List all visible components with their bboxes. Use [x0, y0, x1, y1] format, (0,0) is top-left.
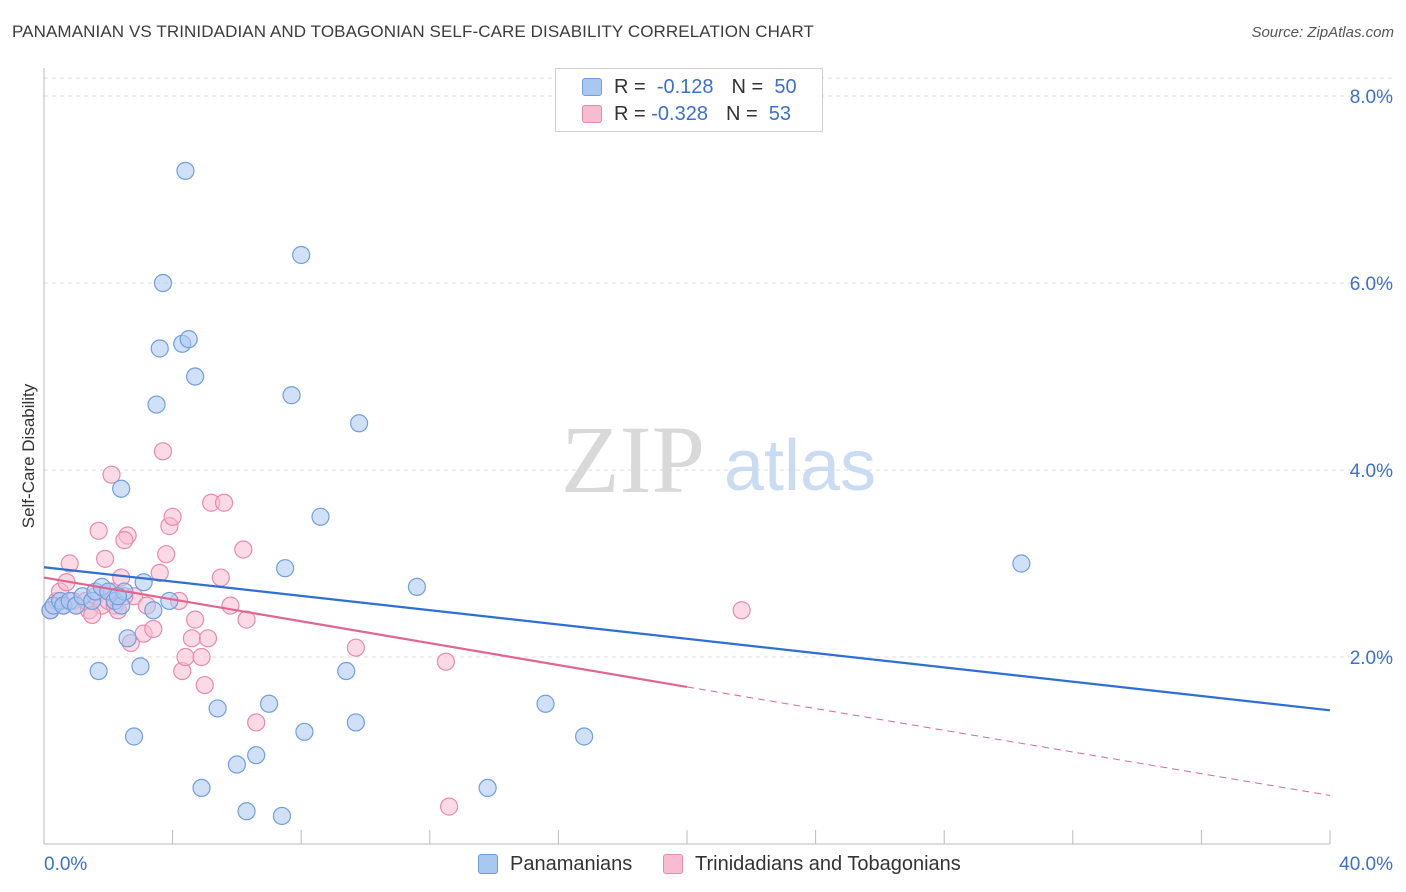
panamanian-point	[259, 694, 279, 713]
panamanian-point	[208, 699, 227, 718]
trinidadian-point	[163, 507, 182, 526]
trinidadian-point	[95, 549, 115, 568]
trinidadian-point	[153, 442, 173, 461]
trinidadian-point	[234, 540, 253, 559]
trinidadian-point	[115, 531, 134, 550]
bottom-legend-trinidadians: Trinidadians and Tobagonians	[663, 850, 961, 878]
bottom-legend-panamanians: Panamanians	[478, 850, 632, 878]
panamanian-point	[346, 713, 365, 732]
panamanian-point	[134, 573, 153, 592]
panamanian-point	[192, 778, 211, 798]
trinidadian-point	[176, 647, 195, 667]
panamanian-point	[311, 507, 330, 526]
x-tick-label-min: 0.0%	[44, 854, 87, 875]
panamanian-point	[112, 479, 131, 498]
y-tick-label: 8.0%	[1350, 87, 1393, 108]
legend-row-panamanians: R = -0.128 N = 50	[582, 74, 797, 100]
legend-row-trinidadians: R = -0.328 N = 53	[582, 101, 791, 127]
panamanian-point	[272, 806, 292, 826]
panamanian-point	[150, 339, 169, 358]
trinidadian-point	[186, 610, 205, 629]
panamanian-point	[237, 802, 256, 821]
panamanian-point	[292, 245, 311, 265]
trinidadian-point	[732, 601, 751, 620]
legend-r-label: R =	[614, 102, 646, 125]
legend-n-label: N =	[725, 102, 758, 125]
y-axis-label: Self-Care Disability	[19, 383, 38, 528]
panamanian-point	[186, 367, 205, 386]
panamanian-point	[276, 559, 295, 578]
panamanian-point	[179, 330, 198, 349]
trinidadian-point	[214, 493, 234, 512]
watermark-atlas: atlas	[724, 426, 876, 506]
trend-lines	[43, 566, 1331, 796]
trinidadian-point	[102, 465, 121, 484]
panamanian-point	[536, 694, 555, 713]
trinidadian-point	[182, 629, 201, 648]
bottom-legend-label: Trinidadians and Tobagonians	[695, 852, 961, 875]
panamanian-point	[118, 629, 137, 648]
panamanian-point	[153, 273, 173, 293]
source-label: Source: ZipAtlas.com	[1251, 24, 1394, 41]
panamanian-point	[407, 577, 427, 596]
panamanian-point	[227, 755, 246, 774]
trinidadian-point	[192, 647, 211, 667]
trinidadian-point	[247, 713, 266, 732]
trinidadian-point	[60, 554, 79, 573]
panamanian-point	[349, 414, 369, 433]
grid-lines	[44, 77, 1392, 658]
panamanian-point	[89, 661, 108, 681]
legend: R = -0.128 N = 50 R = -0.328 N = 53	[555, 68, 823, 132]
legend-r-value: -0.128	[656, 75, 714, 98]
panamanian-point	[478, 778, 497, 798]
panamanian-point	[1012, 554, 1031, 573]
legend-r-value: -0.328	[651, 102, 708, 125]
legend-swatch-pink	[582, 105, 602, 123]
blue-series	[41, 161, 1031, 826]
axes	[43, 68, 1331, 845]
trinidadian-point	[195, 675, 214, 695]
y-tick-label: 6.0%	[1350, 274, 1393, 295]
chart-title: PANAMANIAN VS TRINIDADIAN AND TOBAGONIAN…	[12, 22, 815, 41]
trinidadian-point	[346, 638, 365, 657]
panamanian-point	[176, 161, 195, 180]
panamanian-point	[295, 722, 314, 741]
y-tick-label: 2.0%	[1350, 648, 1393, 669]
trend-line-panamanians	[43, 566, 1331, 712]
trend-line-trinidadians	[43, 576, 688, 689]
y-tick-label: 4.0%	[1350, 461, 1393, 482]
bottom-legend-swatch-pink	[663, 854, 683, 874]
panamanian-point	[124, 727, 144, 746]
panamanian-point	[131, 657, 150, 676]
legend-swatch-blue	[582, 78, 602, 96]
legend-n-value: 53	[768, 102, 792, 125]
legend-r-label: R =	[614, 75, 646, 98]
panamanian-point	[147, 395, 166, 414]
bottom-legend-label: Panamanians	[510, 852, 633, 875]
panamanian-point	[282, 386, 301, 405]
legend-n-label: N =	[731, 75, 764, 98]
watermark-zip: ZIP	[561, 406, 705, 513]
panamanian-point	[108, 587, 128, 606]
tick-labels: 2.0% 4.0% 6.0% 8.0% 0.0% 40.0%	[44, 87, 1393, 875]
trinidadian-point	[211, 568, 230, 587]
trinidadian-point	[198, 629, 218, 648]
trinidadian-point	[144, 619, 163, 639]
panamanian-point	[247, 746, 266, 765]
legend-n-value: 50	[774, 75, 797, 98]
trinidadian-point	[436, 652, 455, 671]
trinidadian-point	[89, 521, 108, 540]
panamanian-point	[144, 601, 163, 620]
trend-line-trinidadians-extrapolated	[686, 686, 1331, 796]
trinidadian-point	[439, 797, 459, 816]
x-tick-label-max: 40.0%	[1339, 854, 1393, 875]
bottom-legend-swatch-blue	[478, 854, 498, 874]
trinidadian-point	[150, 563, 169, 582]
trinidadian-point	[157, 545, 176, 564]
trinidadian-point	[221, 596, 240, 615]
panamanian-point	[575, 727, 594, 746]
panamanian-point	[337, 661, 356, 681]
